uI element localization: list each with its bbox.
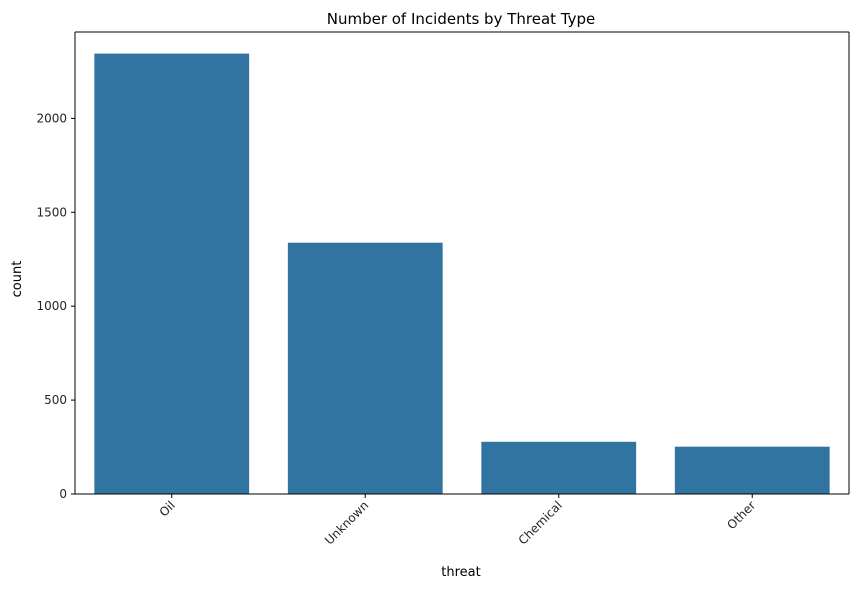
y-tick-label: 500	[44, 393, 67, 407]
x-tick-label: Other	[724, 498, 758, 532]
y-tick-label: 2000	[36, 111, 67, 125]
chart-title: Number of Incidents by Threat Type	[327, 10, 596, 28]
x-axis-label: threat	[441, 565, 480, 580]
bar-oil	[94, 53, 250, 494]
y-tick-label: 1000	[36, 299, 67, 313]
y-axis-label: count	[10, 261, 25, 298]
x-tick-label: Chemical	[516, 498, 565, 547]
y-tick-label: 1500	[36, 205, 67, 219]
bar-chemical	[481, 441, 637, 494]
bar-other	[674, 446, 830, 494]
x-tick-label: Oil	[157, 498, 178, 519]
y-tick-label: 0	[59, 487, 67, 501]
bar-unknown	[287, 242, 443, 494]
x-tick-label: Unknown	[322, 498, 371, 547]
plot-area: 0 500 1000 1500 2000 Oil Unknown Chemical Other	[36, 31, 850, 548]
